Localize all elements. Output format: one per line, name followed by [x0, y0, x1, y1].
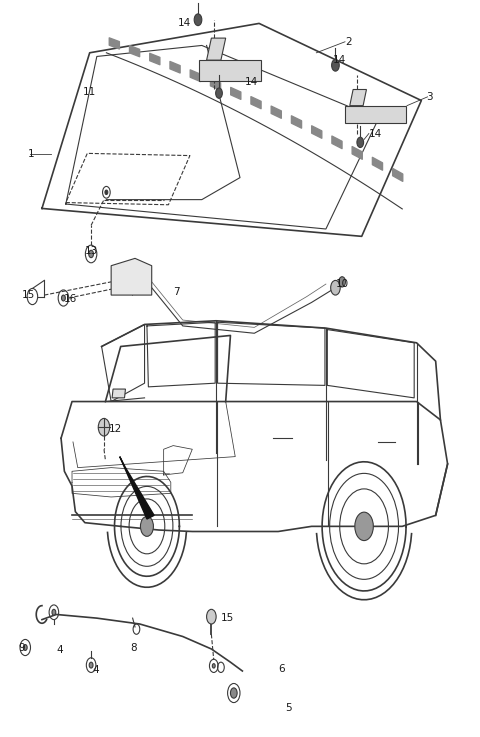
Circle shape: [89, 251, 94, 258]
Text: 5: 5: [285, 702, 292, 713]
Polygon shape: [120, 457, 154, 519]
Circle shape: [230, 688, 237, 698]
Polygon shape: [345, 105, 406, 122]
Circle shape: [206, 609, 216, 624]
Text: 3: 3: [426, 92, 433, 102]
Circle shape: [194, 14, 202, 26]
Circle shape: [105, 190, 108, 195]
Polygon shape: [111, 259, 152, 295]
Text: 4: 4: [92, 665, 99, 674]
Text: 14: 14: [178, 18, 191, 29]
Polygon shape: [206, 38, 226, 60]
Circle shape: [331, 280, 340, 295]
Circle shape: [357, 137, 364, 147]
Circle shape: [61, 295, 65, 301]
Text: 10: 10: [336, 279, 348, 289]
Text: 13: 13: [85, 246, 98, 256]
Polygon shape: [112, 389, 125, 398]
Circle shape: [339, 276, 346, 287]
Text: 6: 6: [278, 664, 285, 674]
Text: 14: 14: [369, 128, 382, 139]
Circle shape: [24, 645, 27, 651]
Circle shape: [89, 662, 93, 668]
Text: 9: 9: [18, 643, 24, 652]
Circle shape: [212, 663, 215, 668]
Circle shape: [355, 512, 373, 540]
Text: 15: 15: [221, 613, 234, 624]
Text: 11: 11: [83, 88, 96, 97]
Text: 14: 14: [245, 77, 258, 87]
Text: 12: 12: [109, 424, 122, 433]
Text: 7: 7: [173, 287, 180, 297]
Text: 1: 1: [28, 149, 34, 159]
Circle shape: [52, 609, 56, 615]
Text: 8: 8: [130, 643, 137, 652]
Text: 16: 16: [63, 295, 77, 304]
Text: 4: 4: [56, 646, 63, 655]
Circle shape: [332, 60, 339, 71]
Polygon shape: [199, 60, 262, 80]
Text: 15: 15: [22, 290, 35, 300]
Circle shape: [216, 88, 222, 98]
Circle shape: [98, 419, 110, 436]
Polygon shape: [350, 89, 366, 105]
Text: 2: 2: [345, 37, 352, 46]
Circle shape: [141, 517, 154, 537]
Text: 14: 14: [333, 55, 346, 65]
